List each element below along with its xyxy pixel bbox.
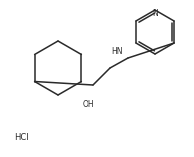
Text: OH: OH <box>82 100 94 109</box>
Text: N: N <box>152 9 158 18</box>
Text: HCl: HCl <box>14 133 29 141</box>
Text: HN: HN <box>111 47 123 56</box>
